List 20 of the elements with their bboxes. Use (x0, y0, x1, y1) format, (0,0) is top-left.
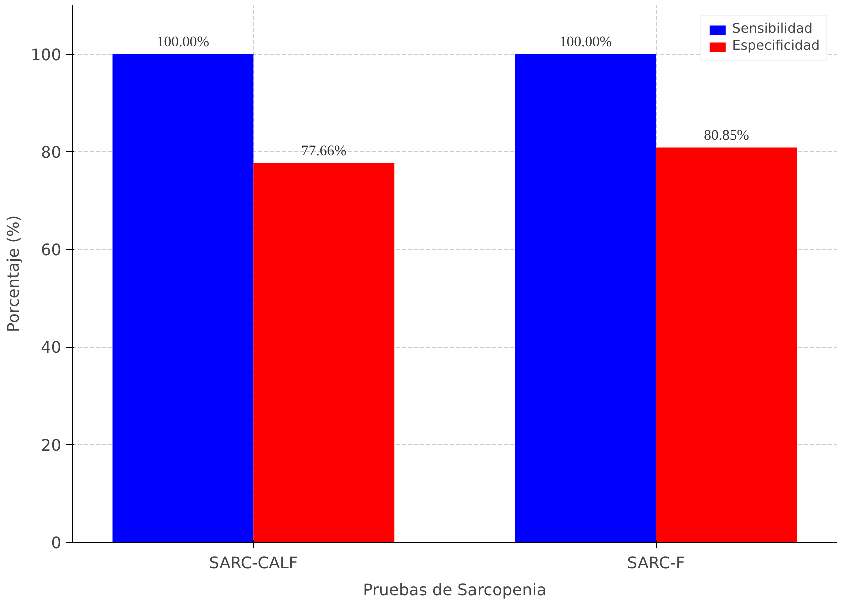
bar (515, 54, 656, 542)
x-tick-label: SARC-F (627, 554, 686, 572)
y-tick-label: 100 (30, 45, 62, 64)
y-tick-label: 80 (41, 142, 62, 162)
y-tick-label: 60 (41, 240, 62, 260)
bar (254, 163, 395, 542)
data-label: 80.85% (704, 128, 750, 144)
y-tick-label: 0 (51, 534, 62, 552)
y-tick-label: 40 (41, 338, 62, 358)
legend-label: Especificidad (732, 39, 820, 54)
legend-label: Sensibilidad (732, 22, 813, 37)
data-label: 100.00% (156, 34, 210, 50)
data-label: 100.00% (560, 34, 612, 50)
y-axis-title: Porcentaje (%) (4, 215, 23, 333)
data-label: 77.66% (302, 143, 347, 160)
y-tick-label: 20 (41, 436, 62, 455)
x-tick-label: SARC-CALF (209, 554, 298, 572)
bar (656, 148, 798, 542)
x-axis-title: Pruebas de Sarcopenia (363, 580, 547, 600)
bar (112, 54, 254, 542)
